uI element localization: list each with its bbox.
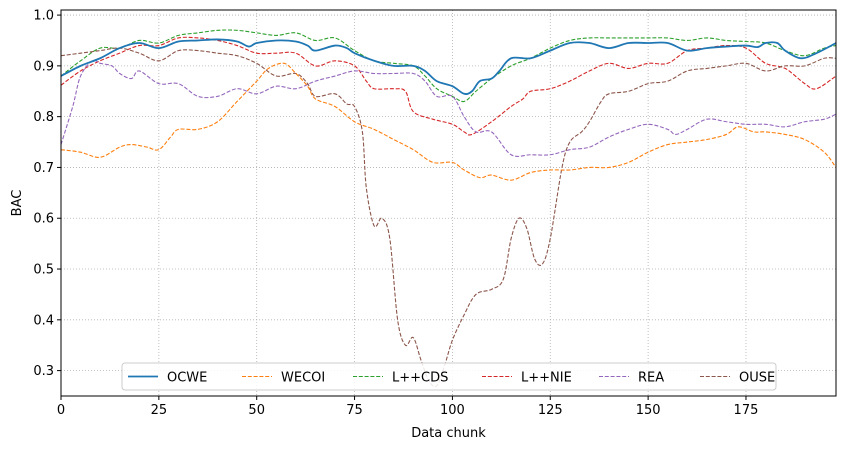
axis-ticks: 0 25 50 75 100 125 150 175 0.3 0.4 0.5 0.6 0.7 0.8 0.9… bbox=[33, 9, 758, 418]
series-lines bbox=[61, 29, 836, 388]
series-line-ocwe bbox=[61, 38, 836, 95]
y-tick-label: 0.4 bbox=[33, 313, 54, 328]
series-line-l-cds bbox=[61, 29, 836, 103]
legend-box bbox=[121, 362, 777, 391]
legend-label: WECOI bbox=[281, 371, 325, 386]
legend-label: REA bbox=[638, 371, 664, 386]
x-axis-label: Data chunk bbox=[411, 426, 486, 441]
x-tick-label: 150 bbox=[636, 403, 661, 418]
y-tick-label: 1.0 bbox=[33, 9, 54, 24]
series-line-rea bbox=[61, 59, 836, 157]
x-tick-label: 100 bbox=[440, 403, 465, 418]
x-tick-label: 125 bbox=[538, 403, 563, 418]
x-tick-label: 75 bbox=[346, 403, 363, 418]
y-tick-label: 0.7 bbox=[33, 161, 54, 176]
x-tick-label: 0 bbox=[57, 403, 65, 418]
x-tick-label: 50 bbox=[248, 403, 265, 418]
y-tick-label: 0.3 bbox=[33, 364, 54, 379]
plot-frame bbox=[60, 9, 837, 397]
series-line-ouse bbox=[61, 47, 836, 388]
y-tick-label: 0.8 bbox=[33, 110, 54, 125]
x-tick-label: 25 bbox=[151, 403, 168, 418]
x-tick-label: 175 bbox=[734, 403, 759, 418]
legend-label: OUSE bbox=[739, 371, 775, 386]
y-tick-label: 0.5 bbox=[33, 263, 54, 278]
legend: OCWE WECOI L++CDS L++NIE REA OUSE bbox=[121, 362, 777, 391]
y-axis-label: BAC bbox=[10, 190, 25, 217]
legend-label: L++NIE bbox=[521, 371, 572, 386]
legend-label: L++CDS bbox=[392, 371, 448, 386]
grid bbox=[60, 10, 836, 396]
legend-label: OCWE bbox=[167, 371, 207, 386]
y-tick-label: 0.6 bbox=[33, 212, 54, 227]
series-line-wecoi bbox=[61, 62, 836, 181]
y-tick-label: 0.9 bbox=[33, 59, 54, 74]
